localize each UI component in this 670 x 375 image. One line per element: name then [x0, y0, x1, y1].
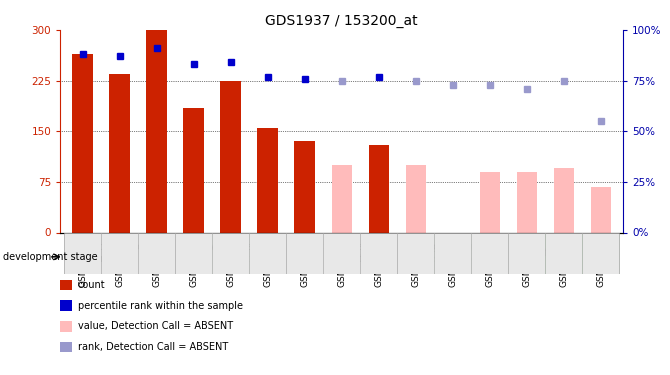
Bar: [509, 232, 545, 274]
Text: end of gastrulation: end of gastrulation: [517, 248, 610, 258]
Bar: [405, 165, 426, 232]
Bar: [360, 232, 397, 274]
Bar: [434, 232, 471, 274]
Bar: [146, 30, 167, 232]
Text: before zygotic
transcription: before zygotic transcription: [82, 242, 157, 264]
Text: rank, Detection Call = ABSENT: rank, Detection Call = ABSENT: [78, 342, 228, 352]
Bar: [64, 232, 175, 274]
Bar: [257, 128, 278, 232]
Bar: [323, 232, 360, 274]
Bar: [109, 74, 130, 232]
Bar: [295, 141, 315, 232]
Title: GDS1937 / 153200_at: GDS1937 / 153200_at: [265, 13, 418, 28]
Text: percentile rank within the sample: percentile rank within the sample: [78, 301, 243, 310]
Bar: [332, 165, 352, 232]
Bar: [175, 232, 212, 274]
Bar: [184, 108, 204, 232]
Text: development stage: development stage: [3, 252, 98, 262]
Bar: [72, 54, 92, 232]
Bar: [220, 81, 241, 232]
Bar: [101, 232, 138, 274]
Bar: [138, 232, 175, 274]
Text: slow phase of
cellularization: slow phase of cellularization: [196, 242, 265, 264]
Bar: [480, 172, 500, 232]
Bar: [545, 232, 582, 274]
Text: fast phase of
cellularization: fast phase of cellularization: [305, 242, 379, 264]
Bar: [397, 232, 434, 274]
Bar: [175, 232, 286, 274]
Bar: [286, 232, 323, 274]
Bar: [286, 232, 397, 274]
Bar: [509, 232, 619, 274]
Bar: [64, 232, 101, 274]
Bar: [397, 232, 509, 274]
Bar: [212, 232, 249, 274]
Bar: [591, 187, 611, 232]
Text: beginning of
gastrulation: beginning of gastrulation: [420, 242, 486, 264]
Bar: [369, 145, 389, 232]
Bar: [471, 232, 509, 274]
Bar: [582, 232, 619, 274]
Text: value, Detection Call = ABSENT: value, Detection Call = ABSENT: [78, 321, 233, 331]
Bar: [249, 232, 286, 274]
Text: count: count: [78, 280, 105, 290]
Bar: [553, 168, 574, 232]
Bar: [517, 172, 537, 232]
